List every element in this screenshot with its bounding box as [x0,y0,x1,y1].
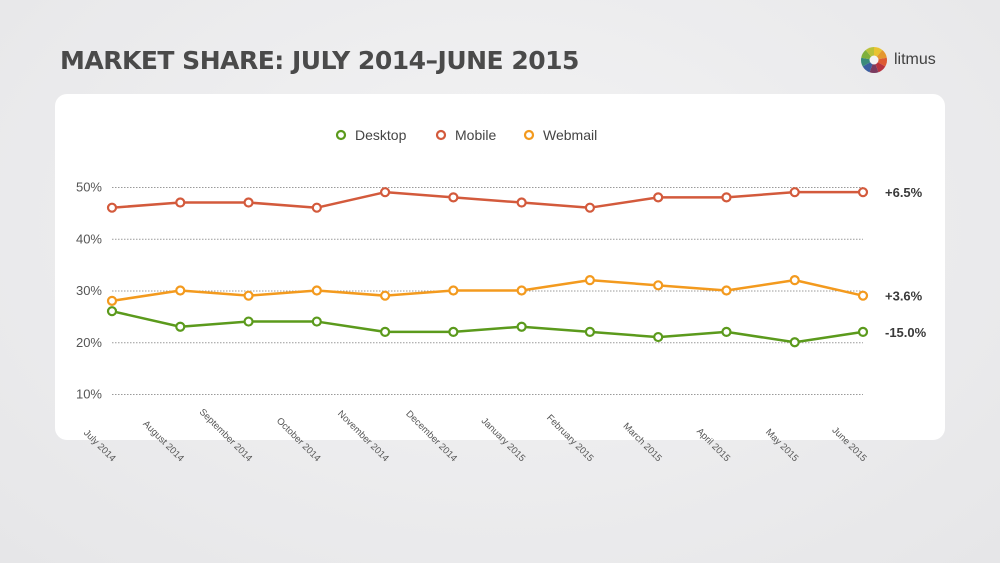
data-point-webmail [789,275,800,286]
data-point-desktop [379,326,391,337]
y-tick-label: 20% [76,335,102,350]
x-tick-label: October 2014 [274,416,322,464]
y-tick-label: 40% [76,231,102,246]
x-tick-label: February 2015 [544,413,595,464]
data-point-webmail [243,290,254,301]
legend-label-desktop: Desktop [355,127,407,143]
data-point-mobile [857,187,869,198]
end-label-webmail: +3.6% [885,289,923,304]
logo-segment [869,60,879,73]
data-point-webmail [379,290,391,301]
y-tick-label: 50% [76,180,102,195]
logo-center [869,55,879,65]
x-tick-label: December 2014 [403,409,459,465]
data-point-desktop [243,316,254,327]
brand-logo: litmus [860,44,936,76]
data-point-mobile [584,202,596,213]
page-title: MARKET SHARE: JULY 2014–JUNE 2015 [60,46,579,75]
data-point-mobile [243,197,254,208]
data-point-desktop [516,321,527,332]
data-point-mobile [516,197,527,208]
data-point-desktop [175,321,186,332]
data-point-desktop [448,326,459,337]
data-point-webmail [175,285,186,296]
x-tick-label: August 2014 [140,419,186,465]
x-tick-label: July 2014 [81,428,118,465]
legend-marker-mobile [435,129,447,141]
x-tick-label: January 2015 [479,416,527,464]
data-point-webmail [857,290,869,301]
data-point-mobile [653,192,664,203]
data-point-mobile [175,197,186,208]
series-line-webmail [111,278,864,303]
data-point-desktop [721,326,732,337]
data-point-desktop [106,306,118,317]
data-point-webmail [106,295,118,306]
data-point-webmail [448,285,459,296]
x-tick-label: November 2014 [335,409,391,465]
data-point-webmail [584,275,596,286]
end-label-desktop: -15.0% [885,325,927,340]
data-point-desktop [311,316,322,327]
data-point-desktop [584,326,596,337]
end-label-mobile: +6.5% [885,185,923,200]
chart-card [55,94,945,440]
data-point-webmail [721,285,732,296]
x-tick-label: May 2015 [763,427,800,464]
legend-label-webmail: Webmail [543,127,597,143]
data-point-mobile [789,187,800,198]
data-point-mobile [311,202,322,213]
legend-marker-desktop [335,129,347,141]
data-point-desktop [789,337,800,348]
series-line-desktop [111,309,864,344]
y-tick-label: 30% [76,283,102,298]
legend-marker-webmail [523,129,535,141]
series-line-mobile [111,190,863,209]
data-point-webmail [653,280,664,291]
data-point-webmail [516,285,527,296]
data-point-mobile [448,192,459,203]
data-point-mobile [721,192,732,203]
data-point-mobile [379,187,391,198]
x-tick-label: March 2015 [621,421,664,464]
data-point-webmail [311,285,322,296]
data-point-desktop [653,331,664,343]
x-tick-label: April 2015 [694,426,732,464]
x-tick-label: June 2015 [830,425,869,464]
x-tick-label: September 2014 [197,407,254,464]
brand-name: litmus [894,51,936,68]
y-tick-label: 10% [76,387,102,402]
litmus-logo-icon [861,47,887,73]
data-point-desktop [857,326,869,337]
data-point-mobile [106,202,118,213]
legend-label-mobile: Mobile [455,127,496,143]
